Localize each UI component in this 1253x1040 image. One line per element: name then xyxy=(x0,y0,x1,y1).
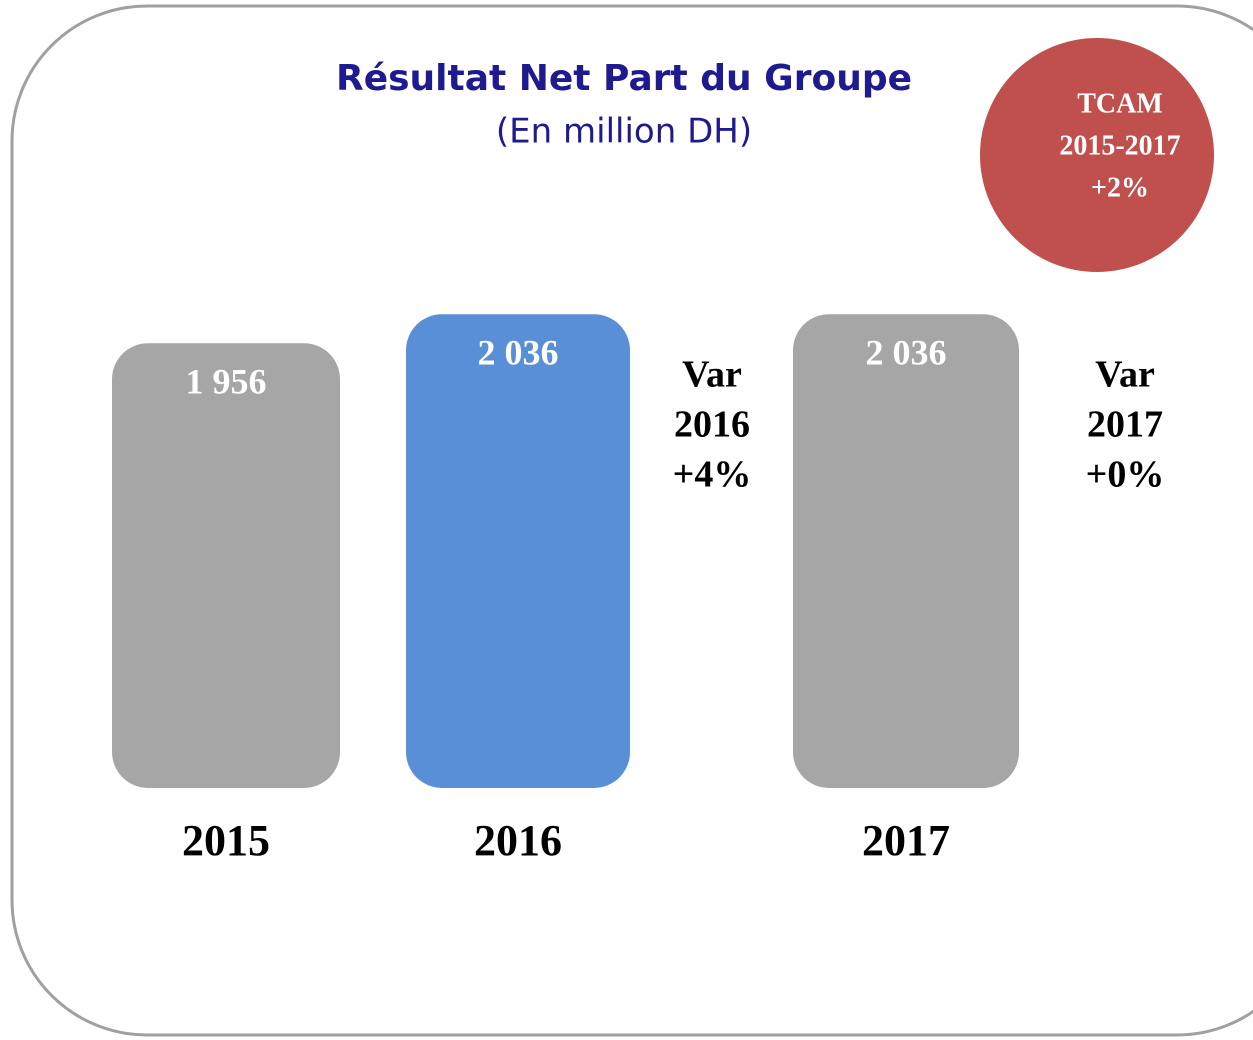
variation-label: 2017 xyxy=(1087,404,1163,446)
value-label: 1 956 xyxy=(186,362,267,402)
value-label: 2 036 xyxy=(866,332,947,372)
variation-label: Var xyxy=(682,354,742,396)
badge xyxy=(980,38,1214,272)
value-label: 2 036 xyxy=(478,332,559,372)
variation-label: 2016 xyxy=(674,404,750,446)
bar xyxy=(112,343,340,788)
bar xyxy=(406,314,630,788)
badge-label: +2% xyxy=(1091,172,1149,203)
badge-label: 2015-2017 xyxy=(1059,130,1180,161)
chart-title: Résultat Net Part du Groupe xyxy=(336,58,912,99)
x-tick-label: 2015 xyxy=(182,816,270,865)
bar xyxy=(793,314,1019,788)
x-tick-label: 2017 xyxy=(862,816,950,865)
variation-label: Var xyxy=(1095,354,1155,396)
variation-label: +0% xyxy=(1086,454,1165,496)
badge-label: TCAM xyxy=(1077,88,1163,119)
variation-label: +4% xyxy=(673,454,752,496)
x-tick-label: 2016 xyxy=(474,816,562,865)
chart-subtitle: (En million DH) xyxy=(496,112,752,152)
